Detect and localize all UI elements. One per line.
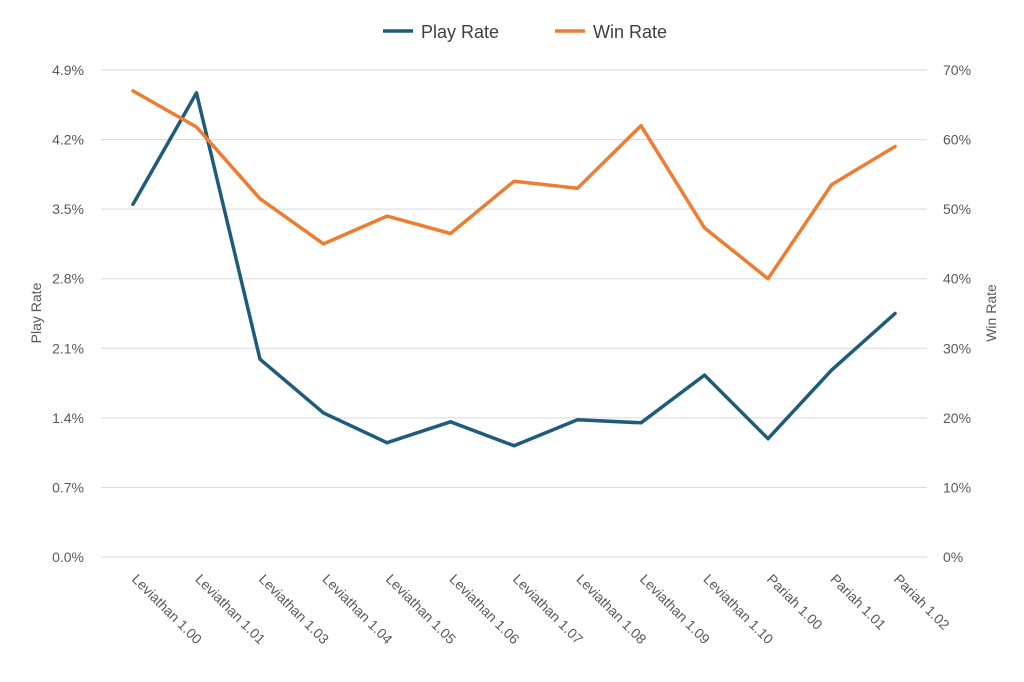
- series-lines: [131, 89, 897, 448]
- win-rate-point: [512, 179, 516, 183]
- right-y-axis: 0% 10% 20% 30% 40% 50% 60% 70%: [943, 62, 971, 565]
- play-rate-point: [448, 420, 453, 424]
- win-rate-point: [258, 197, 262, 201]
- left-tick-label: 0.0%: [52, 549, 84, 565]
- x-tick-label: Pariah 1.02: [891, 571, 953, 633]
- right-tick-label: 30%: [943, 340, 971, 356]
- play-rate-point: [194, 91, 199, 95]
- left-tick-label: 4.9%: [52, 62, 84, 78]
- play-rate-point: [702, 373, 707, 377]
- x-tick-label: Pariah 1.00: [764, 571, 826, 633]
- win-rate-point: [385, 214, 389, 218]
- right-tick-label: 70%: [943, 62, 971, 78]
- play-rate-point: [131, 202, 135, 206]
- play-rate-point: [321, 411, 326, 415]
- win-rate-point: [131, 89, 135, 93]
- play-rate-point: [385, 441, 389, 445]
- win-rate-point: [448, 231, 453, 236]
- win-rate-point: [766, 277, 770, 281]
- win-rate-point: [575, 186, 580, 190]
- legend: Play Rate Win Rate: [383, 22, 667, 42]
- gridlines: [101, 69, 927, 558]
- left-tick-label: 0.7%: [52, 479, 84, 495]
- win-rate-line: [131, 89, 897, 281]
- right-tick-label: 0%: [943, 549, 963, 565]
- left-tick-label: 1.4%: [52, 410, 84, 426]
- left-axis-title: Play Rate: [28, 282, 44, 343]
- win-rate-point: [702, 226, 707, 230]
- win-rate-point: [829, 183, 834, 187]
- play-rate-point: [639, 421, 643, 425]
- play-rate-point: [258, 357, 262, 361]
- play-rate-point: [766, 437, 770, 441]
- left-y-axis: 0.0% 0.7% 1.4% 2.1% 2.8% 3.5% 4.2% 4.9%: [52, 62, 84, 565]
- win-rate-legend-label: Win Rate: [593, 22, 667, 42]
- play-rate-point: [575, 418, 580, 422]
- right-tick-label: 20%: [943, 410, 971, 426]
- win-rate-point: [194, 125, 199, 129]
- left-tick-label: 2.1%: [52, 340, 84, 356]
- win-rate-point: [639, 124, 643, 128]
- right-tick-label: 40%: [943, 271, 971, 287]
- play-rate-legend-label: Play Rate: [421, 22, 499, 42]
- right-tick-label: 60%: [943, 132, 971, 148]
- play-rate-point: [512, 444, 516, 448]
- win-rate-point: [321, 242, 326, 246]
- right-tick-label: 10%: [943, 479, 971, 495]
- play-rate-point: [829, 368, 834, 372]
- x-tick-label: Pariah 1.01: [827, 571, 889, 633]
- play-rate-point: [893, 311, 897, 316]
- left-tick-label: 4.2%: [52, 132, 84, 148]
- right-tick-label: 50%: [943, 201, 971, 217]
- right-axis-title: Win Rate: [983, 284, 999, 342]
- play-rate-line: [131, 91, 897, 448]
- left-tick-label: 3.5%: [52, 201, 84, 217]
- win-rate-point: [893, 144, 897, 149]
- left-tick-label: 2.8%: [52, 271, 84, 287]
